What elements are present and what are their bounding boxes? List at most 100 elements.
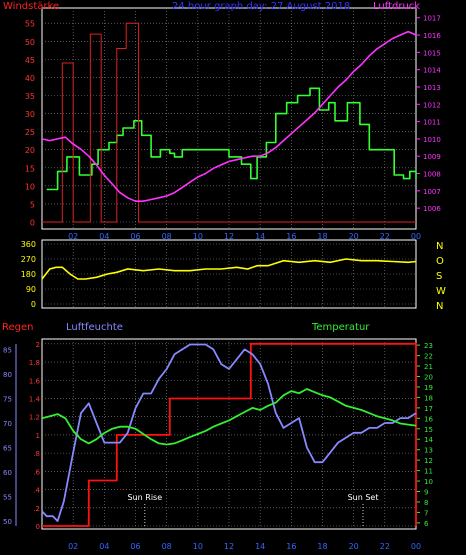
humidity-axis-label: Luftfeuchte <box>66 322 123 333</box>
humidity-tick-label: 60 <box>3 469 12 477</box>
direction-left-tick-label: 180 <box>21 270 36 279</box>
climate-series-layer <box>41 342 417 527</box>
wind-right-tick-label: 1013 <box>423 84 441 92</box>
direction-left-tick-label: 0 <box>31 300 36 309</box>
rain-tick-label: 1.8 <box>29 359 40 367</box>
direction-left-tick-label: 90 <box>26 285 36 294</box>
wind-right-tick-label: 1009 <box>423 153 441 161</box>
climate-annotations: Sun Rise Sun Set <box>128 493 379 528</box>
rain-tick-label: 1.6 <box>29 377 41 385</box>
series-temperature <box>41 388 417 446</box>
temperature-tick-label: 23 <box>424 342 433 350</box>
rain-tick-label: 1.2 <box>29 414 40 422</box>
temperature-tick-label: 21 <box>424 363 433 371</box>
rain-tick-label: 2 <box>36 341 40 349</box>
sun-annotation-label: Sun Rise <box>128 493 163 502</box>
wind-right-tick-label: 1017 <box>423 15 441 23</box>
wind-x-tick-label: 20 <box>349 232 359 241</box>
climate-x-tick-label: 00 <box>411 542 421 551</box>
wind-x-tick-label: 22 <box>380 232 390 241</box>
series-direction <box>41 258 417 280</box>
humidity-tick-label: 70 <box>3 420 12 428</box>
climate-x-tick-label: 20 <box>349 542 359 551</box>
wind-x-tick-label: 02 <box>68 232 78 241</box>
temperature-tick-label: 20 <box>424 374 433 382</box>
wind-right-tick-label: 1008 <box>423 171 441 179</box>
direction-series-layer <box>41 258 417 280</box>
climate-x-tick-label: 14 <box>255 542 265 551</box>
rain-tick-label: 1 <box>36 432 40 440</box>
series-wind <box>46 87 417 191</box>
rain-axis-label: Regen <box>2 322 34 333</box>
wind-left-ticks: 0 5 10 15 20 25 30 35 40 45 50 55 <box>25 20 35 228</box>
climate-x-tick-label: 12 <box>224 542 234 551</box>
wind-grid <box>42 8 416 229</box>
direction-compass-label: S <box>436 271 442 282</box>
rain-tick-label: 0 <box>36 523 40 531</box>
wind-left-tick-label: 0 <box>30 219 35 228</box>
temperature-tick-label: 17 <box>424 405 433 413</box>
wind-x-tick-label: 12 <box>224 232 234 241</box>
temperature-tick-label: 18 <box>424 394 433 402</box>
humidity-tick-label: 85 <box>3 346 12 354</box>
rain-tick-label: .4 <box>33 487 40 495</box>
wind-left-tick-label: 45 <box>25 56 35 65</box>
wind-right-tick-label: 1012 <box>423 101 441 109</box>
sun-annotation-label: Sun Set <box>348 493 379 502</box>
temperature-tick-label: 22 <box>424 353 433 361</box>
climate-x-tick-label: 06 <box>130 542 140 551</box>
wind-x-tick-label: 04 <box>99 232 109 241</box>
wind-series-layer <box>41 22 417 223</box>
wind-left-tick-label: 40 <box>25 74 35 83</box>
wind-left-tick-label: 30 <box>25 110 35 119</box>
climate-x-ticks: 02 04 06 08 10 12 14 16 18 20 22 00 <box>68 542 421 551</box>
climate-x-tick-label: 10 <box>193 542 203 551</box>
direction-left-ticks: 0 90 180 270 360 <box>21 240 36 309</box>
direction-compass-label: W <box>436 286 446 297</box>
temperature-tick-label: 10 <box>424 478 433 486</box>
temperature-tick-label: 12 <box>424 457 433 465</box>
direction-left-tick-label: 270 <box>21 255 36 264</box>
rain-tick-label: 1.4 <box>29 395 41 403</box>
temperature-tick-label: 8 <box>424 499 428 507</box>
temperature-axis-label: Temperatur <box>311 322 370 333</box>
wind-x-tick-label: 06 <box>130 232 140 241</box>
direction-compass-label: N <box>436 241 443 252</box>
wind-x-tick-label: 16 <box>286 232 296 241</box>
series-rain <box>42 342 417 527</box>
series-pressure <box>41 30 417 202</box>
direction-compass-label: N <box>436 301 443 312</box>
rain-humidity-temp-panel: 0.2.4.6.811.21.41.61.82 5055606570758085… <box>2 322 433 551</box>
humidity-tick-label: 65 <box>3 444 12 452</box>
climate-x-tick-label: 04 <box>99 542 109 551</box>
climate-x-tick-label: 08 <box>162 542 172 551</box>
wind-x-tick-label: 10 <box>193 232 203 241</box>
climate-x-tick-label: 18 <box>317 542 327 551</box>
climate-rain-ticks: 0 .2 .4 .6 .8 1 1.2 1.4 1.6 1.8 2 <box>29 341 41 531</box>
rain-tick-label: .8 <box>33 450 40 458</box>
humidity-tick-label: 55 <box>3 494 12 502</box>
climate-x-tick-label: 02 <box>68 542 78 551</box>
wind-left-tick-label: 10 <box>25 182 35 191</box>
temperature-tick-label: 15 <box>424 426 433 434</box>
wind-left-tick-label: 35 <box>25 92 35 101</box>
wind-x-ticks: 02 04 06 08 10 12 14 16 18 20 22 00 <box>68 232 421 241</box>
wind-right-tick-label: 1016 <box>423 32 441 40</box>
wind-left-tick-label: 50 <box>25 38 35 47</box>
wind-left-tick-label: 20 <box>25 146 35 155</box>
wind-left-label: Windstärke <box>3 1 59 12</box>
rain-tick-label: .6 <box>33 468 40 476</box>
humidity-tick-label: 80 <box>3 371 12 379</box>
wind-x-tick-label: 18 <box>317 232 327 241</box>
temperature-tick-label: 11 <box>424 468 433 476</box>
series-gust <box>42 22 416 223</box>
humidity-tick-label: 50 <box>3 518 12 526</box>
wind-right-tick-label: 1011 <box>423 119 441 127</box>
temperature-tick-label: 16 <box>424 415 433 423</box>
wind-right-tick-label: 1006 <box>423 205 441 213</box>
wind-x-tick-label: 00 <box>411 232 421 241</box>
series-humidity <box>41 343 417 522</box>
